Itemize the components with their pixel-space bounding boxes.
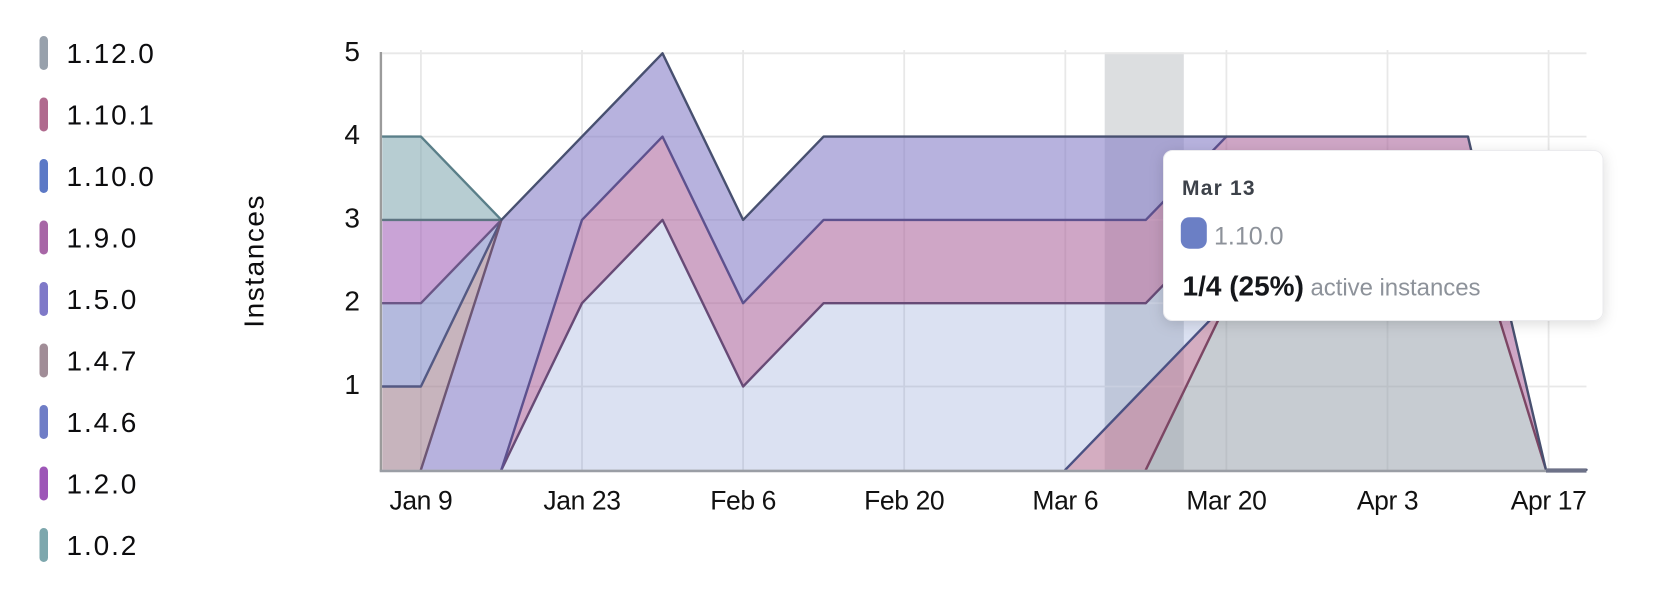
svg-text:Mar 20: Mar 20 bbox=[1186, 486, 1266, 516]
svg-text:1.0.2: 1.0.2 bbox=[67, 530, 139, 561]
svg-text:1.4.7: 1.4.7 bbox=[67, 346, 139, 377]
svg-text:1.10.0: 1.10.0 bbox=[1214, 223, 1284, 251]
svg-text:5: 5 bbox=[344, 36, 360, 67]
svg-text:Mar 13: Mar 13 bbox=[1182, 177, 1256, 200]
svg-text:Apr 3: Apr 3 bbox=[1357, 486, 1418, 516]
svg-text:3: 3 bbox=[344, 202, 360, 233]
svg-text:Feb 6: Feb 6 bbox=[710, 486, 776, 516]
svg-text:Jan 23: Jan 23 bbox=[543, 486, 620, 516]
svg-text:1.5.0: 1.5.0 bbox=[67, 284, 139, 315]
svg-text:active instances: active instances bbox=[1311, 275, 1481, 302]
svg-text:1.10.0: 1.10.0 bbox=[67, 161, 156, 192]
svg-text:Mar 6: Mar 6 bbox=[1032, 486, 1098, 516]
svg-text:1.12.0: 1.12.0 bbox=[67, 38, 156, 69]
svg-text:Feb 20: Feb 20 bbox=[864, 486, 944, 516]
svg-text:2: 2 bbox=[344, 286, 360, 317]
svg-text:1.2.0: 1.2.0 bbox=[67, 469, 139, 500]
svg-text:1/4 (25%): 1/4 (25%) bbox=[1183, 271, 1304, 302]
svg-text:1.10.1: 1.10.1 bbox=[67, 100, 156, 131]
svg-text:Instances: Instances bbox=[239, 194, 270, 328]
svg-text:4: 4 bbox=[344, 119, 360, 150]
svg-text:Apr 17: Apr 17 bbox=[1511, 486, 1587, 516]
svg-text:Jan 9: Jan 9 bbox=[389, 486, 452, 516]
svg-text:1: 1 bbox=[344, 369, 360, 400]
svg-text:1.9.0: 1.9.0 bbox=[67, 223, 139, 254]
svg-text:1.4.6: 1.4.6 bbox=[67, 407, 139, 438]
